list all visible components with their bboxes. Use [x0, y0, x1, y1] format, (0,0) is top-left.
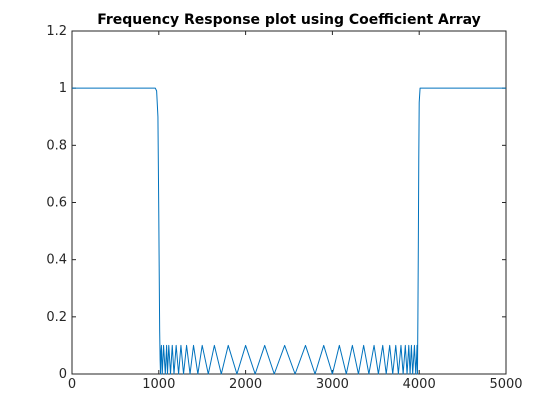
y-tick-label: 0.4: [46, 253, 67, 268]
x-axis-ticks: 0 1000 2000 3000 4000 5000: [68, 31, 523, 392]
y-tick-label: 0: [59, 367, 67, 382]
x-tick-label: 1000: [142, 377, 175, 392]
y-tick-label: 1: [59, 81, 67, 96]
x-tick-label: 3000: [316, 377, 349, 392]
x-tick-label: 4000: [403, 377, 436, 392]
chart-title: Frequency Response plot using Coefficien…: [97, 12, 481, 28]
y-tick-label: 0.2: [46, 310, 67, 325]
x-tick-label: 5000: [489, 377, 522, 392]
y-tick-label: 0.6: [46, 196, 67, 211]
response-line: [72, 87, 506, 375]
x-tick-label: 2000: [229, 377, 262, 392]
plot-area: [72, 87, 506, 375]
y-tick-label: 0.8: [46, 138, 67, 153]
y-tick-label: 1.2: [46, 24, 67, 39]
x-tick-label: 0: [68, 377, 76, 392]
